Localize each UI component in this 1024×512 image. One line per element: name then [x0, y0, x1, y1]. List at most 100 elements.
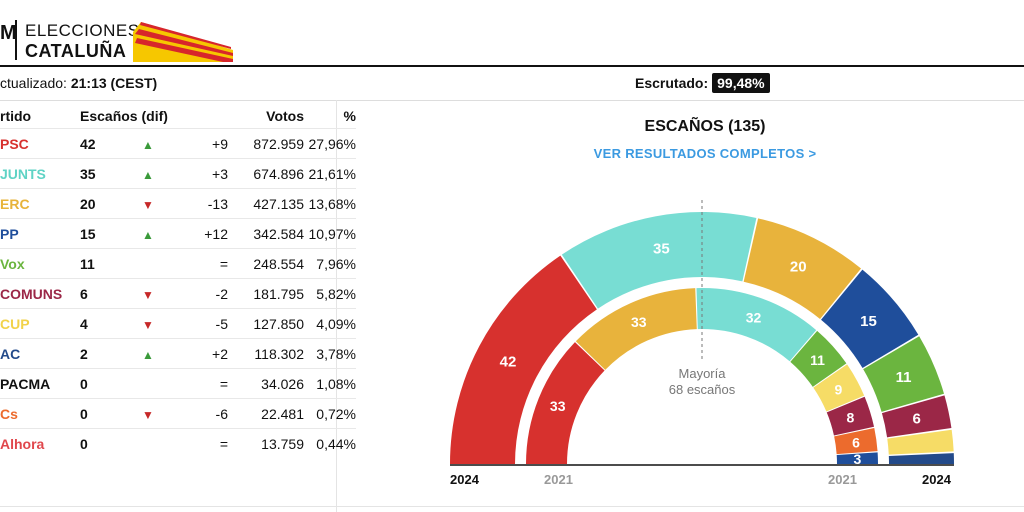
- table-row: JUNTS 35 ▲ +3 674.896 21,61%: [0, 158, 356, 189]
- no-change-cell: [142, 368, 180, 399]
- arrow-down-icon: ▼: [142, 308, 180, 339]
- arc-2021-cs: [834, 428, 878, 455]
- arc-2021-pp: [836, 452, 878, 464]
- seat-difference: +9: [180, 128, 240, 159]
- party-votes: 427.135: [240, 188, 304, 219]
- arc-2024-vox: [863, 336, 944, 412]
- party-seats: 35: [66, 158, 142, 189]
- party-votes: 248.554: [240, 248, 304, 279]
- results-table: rtido Escaños (dif) Votos % PSC 42 ▲ +9 872.…: [0, 104, 356, 458]
- label-2021-left: 2021: [544, 472, 573, 487]
- party-seats: 6: [66, 278, 142, 309]
- arc-label-2021-junts: 32: [746, 309, 762, 325]
- party-percent: 0,44%: [304, 428, 356, 458]
- majority-label-1: Mayoría: [679, 366, 727, 381]
- party-seats: 11: [66, 248, 142, 279]
- arc-label-2021-psc: 33: [550, 398, 566, 414]
- arc-2024-ac: [888, 453, 954, 464]
- arc-label-2024-psc: 42: [500, 353, 517, 370]
- table-row: Cs 0 ▼ -6 22.481 0,72%: [0, 398, 356, 429]
- header-rule: [0, 65, 1024, 67]
- arc-2021-cup: [813, 364, 865, 412]
- logo-divider: [15, 20, 17, 60]
- party-votes: 22.481: [240, 398, 304, 429]
- party-name: Cs: [0, 398, 66, 429]
- party-name: AC: [0, 338, 66, 369]
- arrow-up-icon: ▲: [142, 218, 180, 249]
- party-name: PSC: [0, 128, 66, 159]
- party-name: ERC: [0, 188, 66, 219]
- arrow-up-icon: ▲: [142, 158, 180, 189]
- arcs-2024: 42 35 20 15 11 6: [450, 212, 954, 464]
- arc-2024-psc: [450, 255, 597, 464]
- party-percent: 27,96%: [304, 128, 356, 159]
- arc-label-2024-erc: 20: [790, 259, 807, 276]
- majority-label-2: 68 escaños: [669, 382, 736, 397]
- arc-label-2024-pp: 15: [860, 313, 877, 330]
- seat-difference: =: [180, 248, 240, 279]
- escrutado-badge: 99,48%: [712, 73, 770, 93]
- table-row: CUP 4 ▼ -5 127.850 4,09%: [0, 308, 356, 339]
- arrow-down-icon: ▼: [142, 278, 180, 309]
- table-row: AC 2 ▲ +2 118.302 3,78%: [0, 338, 356, 369]
- arrow-down-icon: ▼: [142, 398, 180, 429]
- arc-label-2024-comuns: 6: [913, 410, 921, 427]
- updated-status: ctualizado: 21:13 (CEST): [0, 75, 157, 91]
- party-percent: 1,08%: [304, 368, 356, 399]
- party-seats: 4: [66, 308, 142, 339]
- party-name: CUP: [0, 308, 66, 339]
- party-seats: 0: [66, 398, 142, 429]
- catalan-flag-icon: [133, 22, 233, 62]
- arc-label-2021-erc: 33: [631, 314, 647, 330]
- arc-label-2021-cup: 9: [835, 381, 843, 397]
- party-name: COMUNS: [0, 278, 66, 309]
- header-title-line2: CATALUÑA: [25, 41, 127, 61]
- party-name: JUNTS: [0, 158, 66, 189]
- seat-difference: -6: [180, 398, 240, 429]
- party-percent: 3,78%: [304, 338, 356, 369]
- arc-label-2021-cs: 6: [852, 434, 860, 450]
- header-votes: Votos: [266, 108, 304, 124]
- party-votes: 872.959: [240, 128, 304, 159]
- arc-2021-psc: [526, 342, 605, 464]
- party-name: Alhora: [0, 428, 66, 458]
- party-seats: 2: [66, 338, 142, 369]
- no-change-cell: [142, 248, 180, 279]
- table-row: Alhora 0 = 13.759 0,44%: [0, 428, 356, 458]
- logo-letter[interactable]: M: [0, 22, 17, 44]
- party-percent: 5,82%: [304, 278, 356, 309]
- seat-difference: =: [180, 368, 240, 399]
- party-percent: 13,68%: [304, 188, 356, 219]
- table-row: PSC 42 ▲ +9 872.959 27,96%: [0, 128, 356, 159]
- party-seats: 0: [66, 368, 142, 399]
- label-2024-left: 2024: [450, 472, 480, 487]
- arrow-up-icon: ▲: [142, 128, 180, 159]
- party-percent: 0,72%: [304, 398, 356, 429]
- arc-2021-comuns: [826, 396, 875, 436]
- party-votes: 118.302: [240, 338, 304, 369]
- header-party: rtido: [0, 108, 32, 124]
- party-votes: 342.584: [240, 218, 304, 249]
- party-name: PP: [0, 218, 66, 249]
- status-rule: [0, 100, 1024, 101]
- arc-label-2021-pp: 3: [854, 451, 862, 467]
- bottom-rule: [0, 506, 1024, 507]
- seat-difference: -2: [180, 278, 240, 309]
- updated-label: ctualizado:: [0, 75, 67, 91]
- full-results-link[interactable]: VER RESULTADOS COMPLETOS >: [593, 146, 817, 161]
- seat-difference: =: [180, 428, 240, 458]
- arc-2024-erc: [743, 218, 862, 319]
- party-name: Vox: [0, 248, 66, 279]
- escrutado-label: Escrutado:: [635, 75, 709, 91]
- table-row: COMUNS 6 ▼ -2 181.795 5,82%: [0, 278, 356, 309]
- party-votes: 13.759: [240, 428, 304, 458]
- seat-difference: -13: [180, 188, 240, 219]
- label-2024-right: 2024: [922, 472, 952, 487]
- party-votes: 127.850: [240, 308, 304, 339]
- arc-2024-cup: [887, 429, 954, 455]
- header-pct: %: [343, 108, 356, 124]
- seat-difference: -5: [180, 308, 240, 339]
- arrow-up-icon: ▲: [142, 338, 180, 369]
- arc-label-2024-vox: 11: [896, 369, 912, 386]
- no-change-cell: [142, 428, 180, 458]
